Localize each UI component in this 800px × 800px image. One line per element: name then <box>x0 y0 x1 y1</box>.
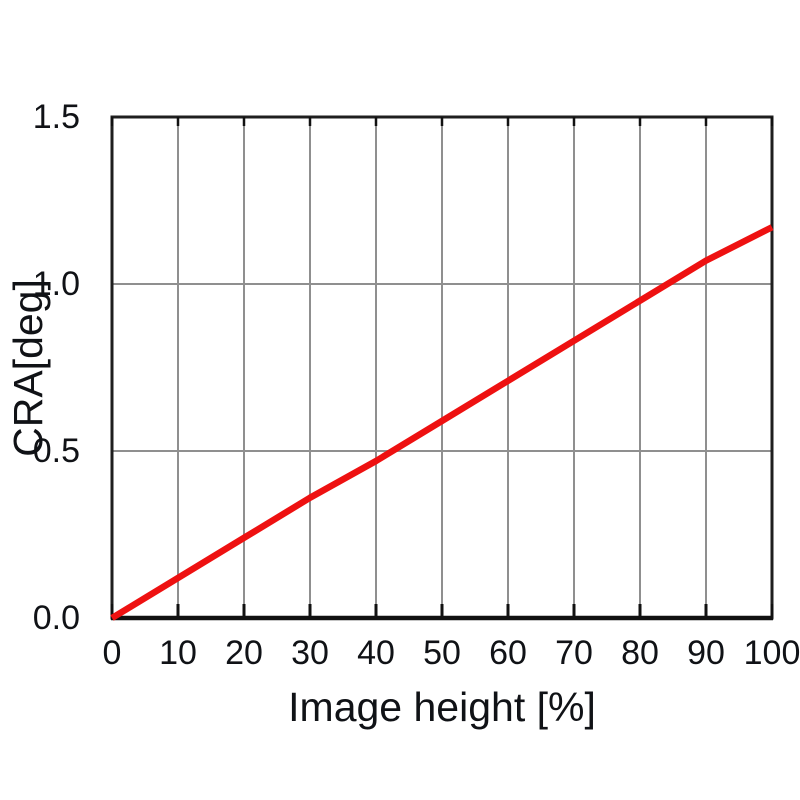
x-tick-label: 70 <box>555 634 593 672</box>
x-tick-label: 50 <box>423 634 461 672</box>
x-tick-label: 60 <box>489 634 527 672</box>
y-tick-label: 0.0 <box>32 599 80 637</box>
data-line <box>110 224 774 621</box>
x-tick-label: 20 <box>225 634 263 672</box>
x-tick-label: 30 <box>291 634 329 672</box>
y-axis-title: CRA[deg] <box>5 279 51 457</box>
x-tick-label: 80 <box>621 634 659 672</box>
y-tick-label: 0.5 <box>32 432 80 470</box>
x-tick-label: 40 <box>357 634 395 672</box>
x-tick-label: 10 <box>159 634 197 672</box>
y-tick-label: 1.0 <box>32 265 80 303</box>
x-axis-title: Image height [%] <box>288 684 596 730</box>
x-tick-label: 90 <box>687 634 725 672</box>
x-tick-label: 0 <box>102 634 122 672</box>
x-tick-label: 100 <box>743 634 800 672</box>
y-tick-label: 1.5 <box>32 98 80 136</box>
